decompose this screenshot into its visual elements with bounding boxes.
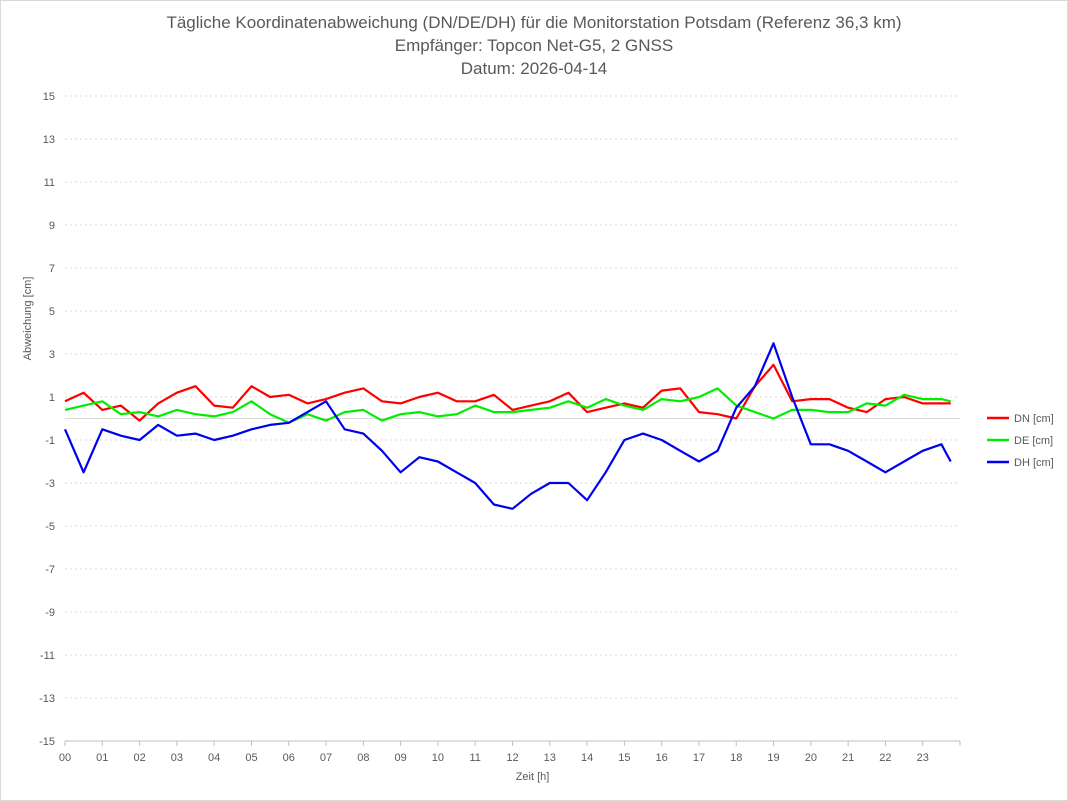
x-tick-label: 16 — [656, 752, 668, 764]
x-tick-label: 19 — [767, 752, 779, 764]
x-tick-label: 04 — [208, 752, 220, 764]
x-tick-label: 11 — [469, 752, 480, 764]
x-tick-label: 08 — [357, 752, 369, 764]
y-tick-label: 7 — [49, 263, 55, 275]
y-tick-label: -9 — [45, 607, 55, 619]
x-tick-label: 10 — [432, 752, 444, 764]
y-tick-label: 13 — [43, 134, 55, 146]
x-tick-label: 01 — [96, 752, 108, 764]
y-axis-title: Abweichung [cm] — [22, 277, 34, 361]
y-tick-label: -15 — [39, 736, 55, 748]
series-line-dn — [64, 363, 951, 422]
chart-title-line-1: Tägliche Koordinatenabweichung (DN/DE/DH… — [166, 13, 902, 32]
chart-title-line-2: Empfänger: Topcon Net-G5, 2 GNSS — [394, 36, 674, 55]
x-tick-label: 21 — [842, 752, 854, 764]
x-tick-label: 07 — [320, 752, 332, 764]
y-tick-label: 1 — [49, 392, 55, 404]
x-tick-label: 13 — [544, 752, 556, 764]
x-tick-label: 02 — [133, 752, 145, 764]
y-tick-label: 11 — [44, 177, 55, 189]
y-tick-label: 9 — [49, 220, 55, 232]
y-tick-label: 3 — [49, 349, 55, 361]
y-tick-label: -7 — [45, 564, 55, 576]
x-tick-label: 20 — [805, 752, 817, 764]
legend-label: DE [cm] — [1014, 435, 1053, 447]
x-axis-title: Zeit [h] — [516, 771, 550, 783]
x-tick-label: 15 — [618, 752, 630, 764]
x-tick-label: 06 — [283, 752, 295, 764]
x-tick-label: 05 — [245, 752, 257, 764]
y-tick-label: -11 — [40, 650, 55, 662]
x-tick-label: 17 — [693, 752, 705, 764]
x-tick-label: 03 — [171, 752, 183, 764]
x-tick-label: 23 — [917, 752, 929, 764]
y-tick-label: 15 — [43, 91, 55, 103]
y-tick-label: -3 — [45, 478, 55, 490]
x-tick-label: 14 — [581, 752, 593, 764]
x-tick-label: 09 — [395, 752, 407, 764]
y-tick-label: -13 — [39, 693, 55, 705]
y-tick-label: -5 — [45, 521, 55, 533]
y-tick-label: 5 — [49, 306, 55, 318]
x-tick-label: 00 — [59, 752, 71, 764]
x-tick-label: 22 — [879, 752, 891, 764]
series-line-dh — [63, 342, 952, 510]
x-tick-label: 12 — [506, 752, 518, 764]
x-tick-label: 18 — [730, 752, 742, 764]
y-tick-label: -1 — [45, 435, 55, 447]
series-line-de — [64, 387, 951, 424]
chart-title-line-3: Datum: 2026-04-14 — [460, 59, 608, 78]
legend-label: DH [cm] — [1014, 457, 1054, 469]
legend-label: DN [cm] — [1014, 413, 1054, 425]
